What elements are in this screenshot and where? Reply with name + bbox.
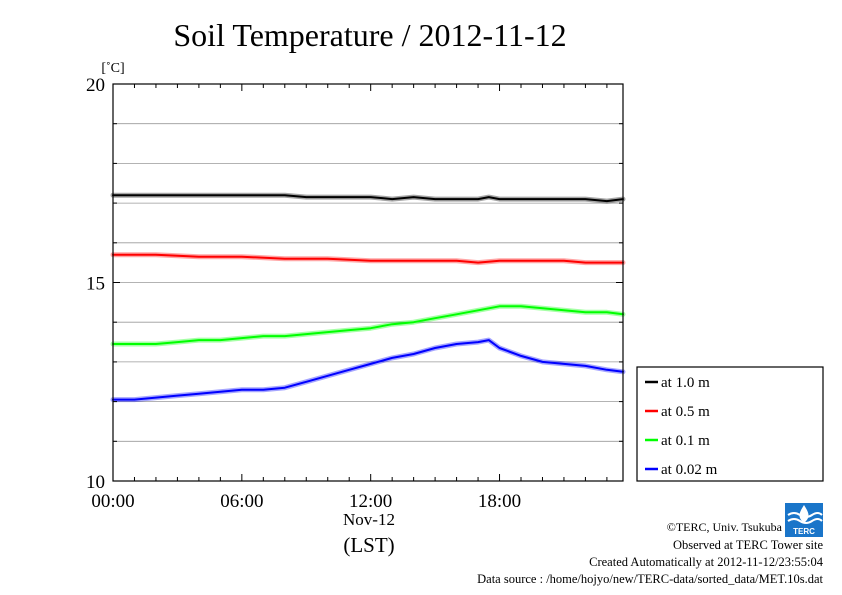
series-line bbox=[112, 194, 624, 203]
legend-box bbox=[636, 366, 824, 482]
terc-logo-text: TERC bbox=[793, 527, 815, 536]
axis-ticks bbox=[113, 83, 623, 482]
footer-copyright: ©TERC, Univ. Tsukuba bbox=[667, 520, 783, 534]
series-line-halo bbox=[110, 303, 626, 347]
y-tick-labels: 10 15 20 bbox=[86, 75, 105, 493]
y-tick-label: 20 bbox=[86, 75, 105, 96]
series-lines bbox=[110, 192, 626, 403]
series-line bbox=[112, 305, 624, 345]
terc-logo: TERC bbox=[785, 503, 823, 537]
y-tick-label: 15 bbox=[86, 274, 105, 295]
legend-label: at 0.1 m bbox=[661, 433, 710, 449]
legend: at 1.0 m at 0.5 m at 0.1 m at 0.02 m bbox=[636, 366, 824, 482]
y-tick-label: 10 bbox=[86, 472, 105, 493]
series-line-halo bbox=[110, 337, 626, 403]
legend-label: at 0.02 m bbox=[661, 462, 718, 478]
x-tick-labels: 00:00 06:00 12:00 18:00 bbox=[91, 491, 521, 512]
grid-lines bbox=[113, 123, 623, 442]
x-date-label: Nov-12 bbox=[343, 510, 395, 529]
series-line bbox=[112, 253, 624, 264]
terc-logo-drop bbox=[799, 505, 809, 523]
chart-title: Soil Temperature / 2012-11-12 bbox=[173, 17, 566, 53]
x-tick-label: 18:00 bbox=[478, 491, 521, 512]
legend-label: at 1.0 m bbox=[661, 375, 710, 391]
x-tick-label: 00:00 bbox=[91, 491, 134, 512]
legend-label: at 0.5 m bbox=[661, 404, 710, 420]
x-tick-label: 12:00 bbox=[349, 491, 392, 512]
x-axis-label: (LST) bbox=[343, 533, 394, 557]
y-unit-label: [˚C] bbox=[101, 61, 124, 76]
x-tick-label: 06:00 bbox=[220, 491, 263, 512]
series-line bbox=[112, 339, 624, 401]
footer-created: Created Automatically at 2012-11-12/23:5… bbox=[589, 555, 824, 569]
footer-observed: Observed at TERC Tower site bbox=[673, 538, 823, 552]
footer-source: Data source : /home/hojyo/new/TERC-data/… bbox=[477, 572, 823, 586]
